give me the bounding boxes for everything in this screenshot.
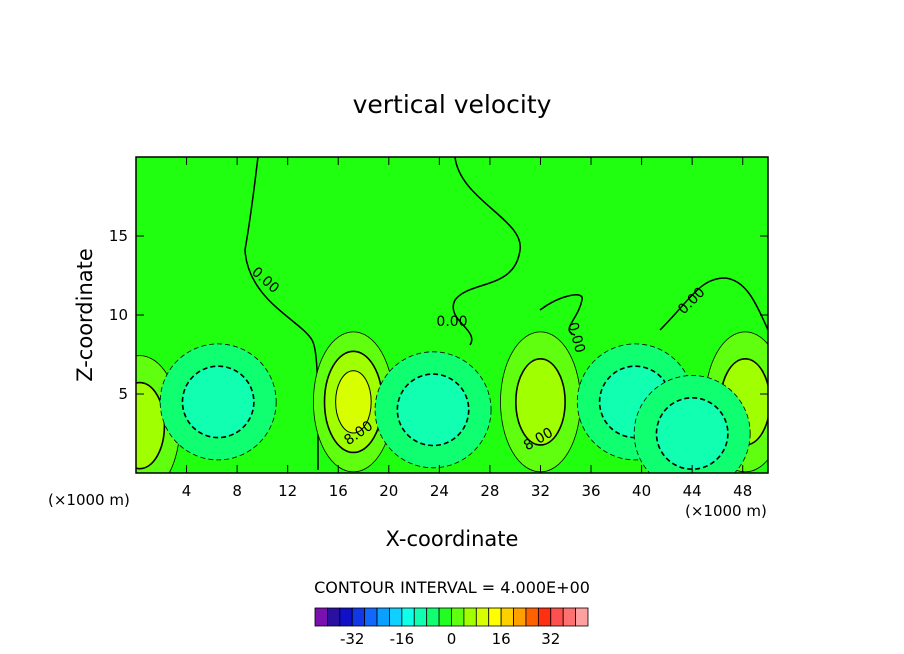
contour-label: 0.00 (564, 321, 588, 355)
colorbar-tick-label: 0 (447, 630, 457, 648)
colorbar-swatch (351, 607, 366, 627)
updraft-contour (136, 381, 166, 470)
x-tick-label: 20 (379, 482, 398, 500)
x-tick-label: 28 (480, 482, 499, 500)
plot-area: 0.000.00 0.000.008.00 8.00 4 8 12 16 20 24 28 32 3… (109, 156, 769, 500)
colorbar-swatch (413, 607, 428, 627)
x-axis-label: X-coordinate (386, 527, 519, 551)
colorbar-swatch (314, 607, 328, 627)
y-tick-label: 5 (118, 385, 128, 403)
colorbar-swatch (513, 607, 527, 627)
colorbar-swatch (525, 607, 539, 627)
colorbar-swatch (339, 607, 353, 627)
colorbar-swatch (389, 607, 403, 627)
colorbar-swatch (376, 607, 390, 627)
x-tick-label: 36 (581, 482, 600, 500)
y-axis-label: Z-coordinate (73, 248, 97, 382)
colorbar-swatch (500, 607, 514, 627)
colorbar-swatch (562, 607, 576, 627)
zero-contour (244, 157, 259, 251)
x-tick-label: 40 (632, 482, 651, 500)
colorbar-swatch (463, 607, 477, 627)
x-tick-label: 16 (329, 482, 348, 500)
colorbar-swatch (451, 607, 465, 627)
zero-contour (539, 294, 583, 336)
contour-label: 0.00 (436, 314, 467, 330)
colorbar: -32 -16 0 16 32 (314, 607, 589, 648)
x-tick-label: 24 (430, 482, 449, 500)
colorbar-tick-label: -32 (340, 630, 365, 648)
zero-contour (452, 157, 521, 346)
y-tick-label: 15 (109, 227, 128, 245)
y-tick-label: 10 (109, 306, 128, 324)
x-unit-right: (×1000 m) (685, 502, 767, 520)
colorbar-swatch (327, 607, 341, 627)
downdraft-contour (655, 397, 729, 470)
colorbar-swatch (575, 607, 589, 627)
contour-interval-text: CONTOUR INTERVAL = 4.000E+00 (314, 578, 590, 597)
x-tick-label: 12 (278, 482, 297, 500)
colorbar-swatch (537, 607, 552, 627)
updraft-contour (335, 370, 372, 434)
chart-title: vertical velocity (353, 90, 552, 119)
x-tick-label: 4 (182, 482, 192, 500)
colorbar-tick-label: 32 (541, 630, 560, 648)
x-unit-left: (×1000 m) (48, 491, 130, 509)
colorbar-swatch (475, 607, 490, 627)
x-tick-label: 32 (531, 482, 550, 500)
colorbar-swatch (426, 607, 440, 627)
x-tick-label: 44 (683, 482, 702, 500)
colorbar-swatch (401, 607, 415, 627)
x-tick-label: 8 (232, 482, 242, 500)
colorbar-swatch (550, 607, 564, 627)
downdraft-contour (396, 373, 470, 447)
updraft-contour (515, 358, 566, 446)
x-tick-label: 48 (733, 482, 752, 500)
colorbar-tick-label: -16 (390, 630, 415, 648)
downdraft-contour (181, 365, 255, 439)
colorbar-swatch (488, 607, 502, 627)
zero-contour (659, 277, 768, 331)
colorbar-tick-label: 16 (492, 630, 511, 648)
colorbar-swatch (438, 607, 452, 627)
colorbar-swatch (364, 607, 378, 627)
contour-field (136, 157, 768, 473)
